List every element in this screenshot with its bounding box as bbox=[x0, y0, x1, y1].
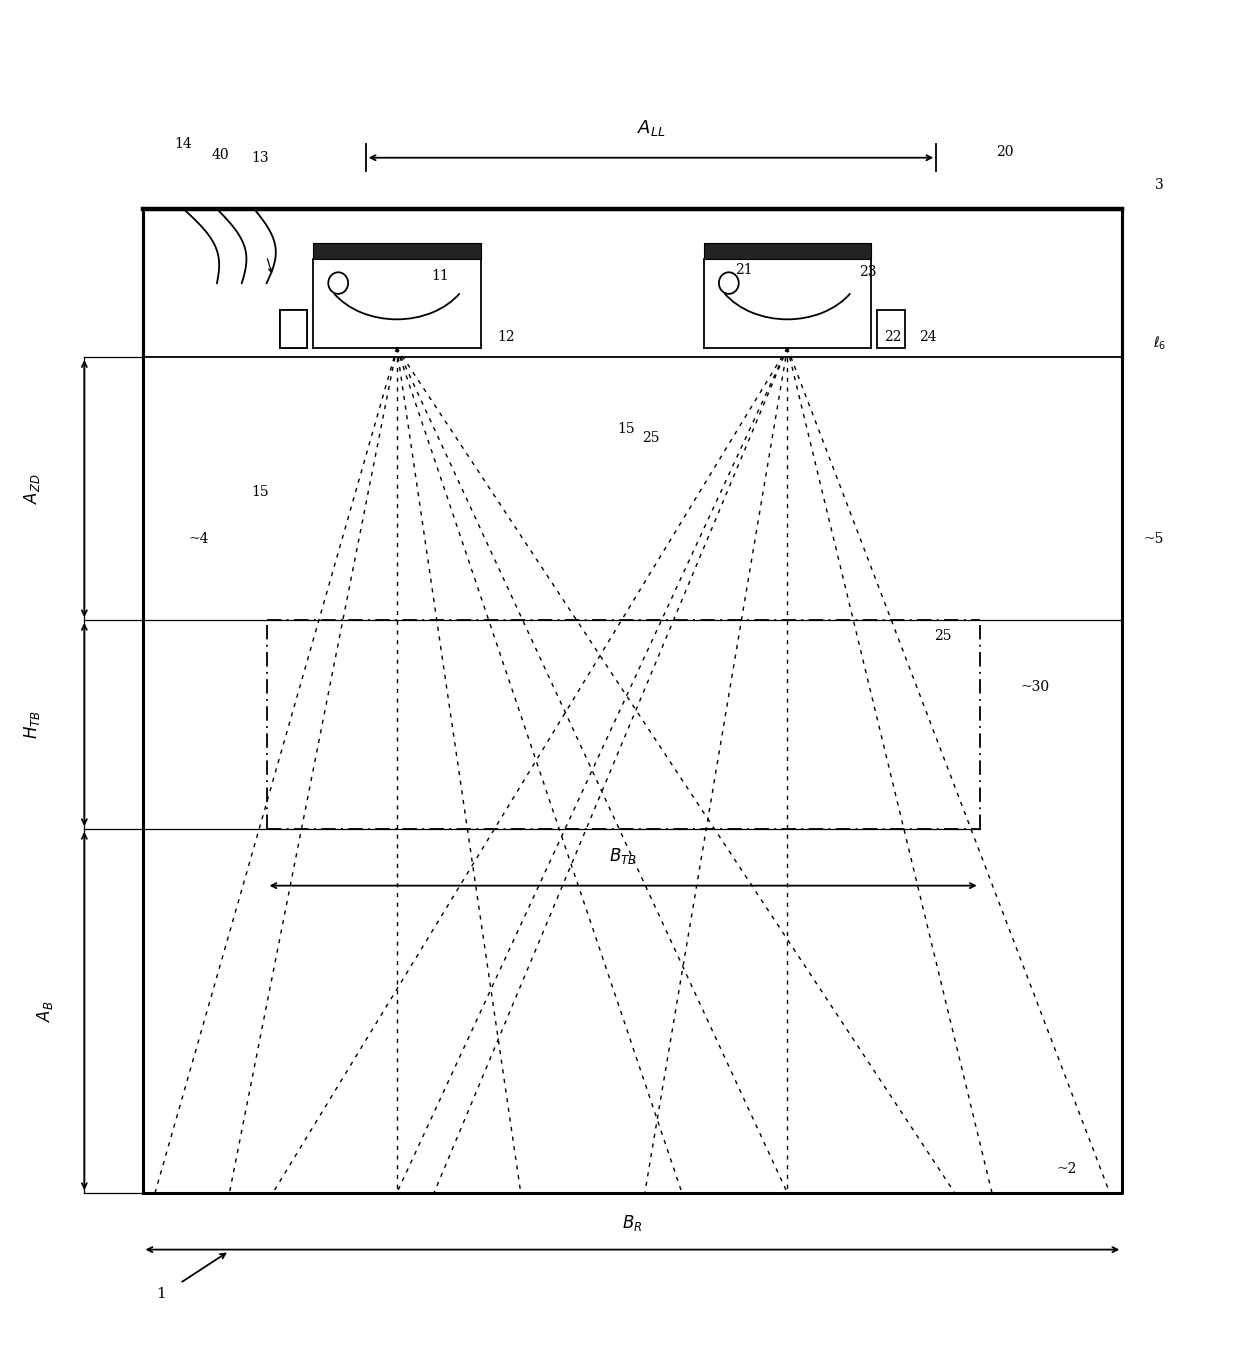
Bar bbox=[704, 243, 870, 259]
Text: 21: 21 bbox=[735, 263, 753, 276]
Bar bbox=[312, 243, 481, 259]
Text: 25: 25 bbox=[642, 431, 660, 445]
Text: $\ell_6$: $\ell_6$ bbox=[1153, 336, 1166, 352]
Text: $B_R$: $B_R$ bbox=[622, 1213, 642, 1232]
Text: 15: 15 bbox=[618, 422, 635, 435]
Text: 23: 23 bbox=[859, 266, 877, 279]
Bar bbox=[280, 310, 306, 348]
Text: 11: 11 bbox=[432, 270, 449, 283]
Text: 24: 24 bbox=[919, 330, 936, 344]
Bar bbox=[878, 310, 905, 348]
Text: $A_{ZD}$: $A_{ZD}$ bbox=[22, 473, 42, 504]
Text: ~30: ~30 bbox=[1021, 681, 1050, 694]
Text: 40: 40 bbox=[212, 148, 229, 162]
Text: ~2: ~2 bbox=[1056, 1162, 1076, 1175]
Text: 22: 22 bbox=[884, 330, 901, 344]
Text: $A_B$: $A_B$ bbox=[35, 1000, 55, 1022]
Text: 15: 15 bbox=[252, 485, 269, 499]
Text: 14: 14 bbox=[175, 137, 192, 151]
Text: ~5: ~5 bbox=[1143, 532, 1163, 546]
Text: $A_{LL}$: $A_{LL}$ bbox=[636, 119, 666, 137]
Text: 12: 12 bbox=[497, 330, 515, 344]
Text: 25: 25 bbox=[934, 630, 951, 643]
Text: ~4: ~4 bbox=[188, 532, 208, 546]
Text: 20: 20 bbox=[996, 146, 1013, 159]
Bar bbox=[280, 310, 306, 348]
Text: $B_{TB}$: $B_{TB}$ bbox=[609, 847, 637, 865]
Text: 13: 13 bbox=[252, 151, 269, 164]
Text: 1: 1 bbox=[156, 1287, 166, 1301]
Text: 3: 3 bbox=[1154, 178, 1164, 191]
Text: $H_{TB}$: $H_{TB}$ bbox=[22, 710, 42, 739]
